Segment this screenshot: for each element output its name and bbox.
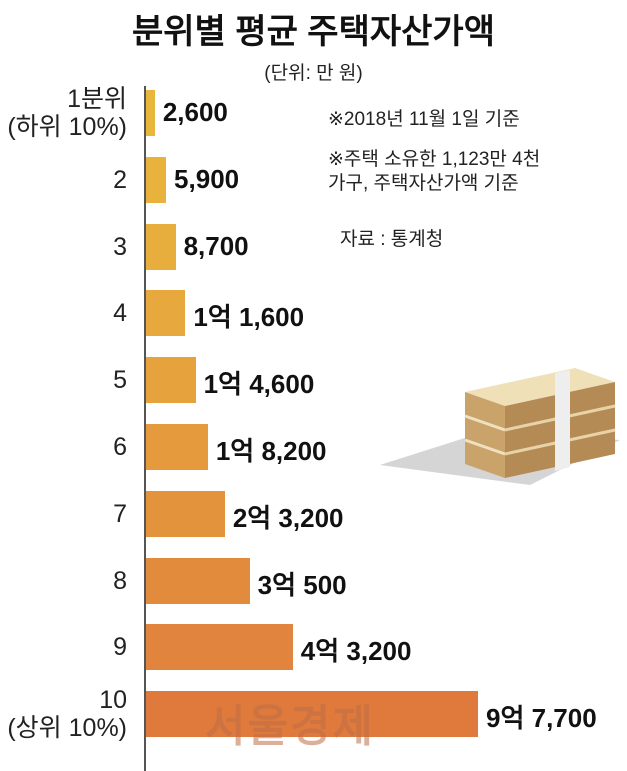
y-tick-label: 10 (상위 10%) [7, 686, 127, 743]
chart-subtitle: (단위: 만 원) [264, 63, 363, 84]
bar [146, 624, 293, 671]
value-label: 2억 3,200 [232, 502, 344, 533]
bar [146, 290, 186, 337]
y-tick-label: 2 [113, 165, 127, 194]
bar [146, 357, 196, 404]
value-label: 9억 7,700 [486, 703, 597, 734]
note: ※주택 소유한 1,123만 4천 가구, 주택자산가액 기준 [328, 149, 541, 194]
value-label: 1억 4,600 [203, 369, 315, 400]
value-label: 8,700 [183, 230, 249, 261]
note: ※2018년 11월 1일 기준 [328, 109, 520, 130]
bar [146, 223, 176, 270]
watermark: 서울경제 [205, 702, 375, 751]
source: 자료 : 통계청 [340, 229, 444, 250]
y-tick-label: 7 [113, 499, 127, 528]
money-stack [464, 368, 616, 478]
y-tick-label: 3 [113, 232, 127, 261]
bar [146, 90, 155, 136]
value-label: 2,600 [162, 97, 228, 127]
bar [146, 424, 208, 470]
y-tick-label: 5 [113, 366, 127, 395]
y-tick-label: 9 [113, 633, 127, 662]
y-tick-label: 6 [113, 433, 127, 461]
value-label: 1억 8,200 [215, 436, 327, 466]
y-tick-label: 4 [113, 299, 127, 328]
axis-line [144, 86, 146, 771]
bar [146, 557, 250, 604]
bar [146, 691, 478, 738]
value-label: 3억 500 [257, 569, 347, 600]
bar [146, 490, 225, 537]
value-label: 5,900 [174, 163, 240, 194]
y-tick-label: 8 [113, 566, 127, 595]
money-illustration [380, 368, 620, 485]
value-label: 4억 3,200 [300, 636, 412, 667]
bar [146, 156, 167, 203]
chart-title: 분위별 평균 주택자산가액 [132, 13, 495, 51]
value-label: 1억 1,600 [193, 302, 305, 333]
y-tick-label: 1분위 (하위 10%) [7, 85, 127, 141]
